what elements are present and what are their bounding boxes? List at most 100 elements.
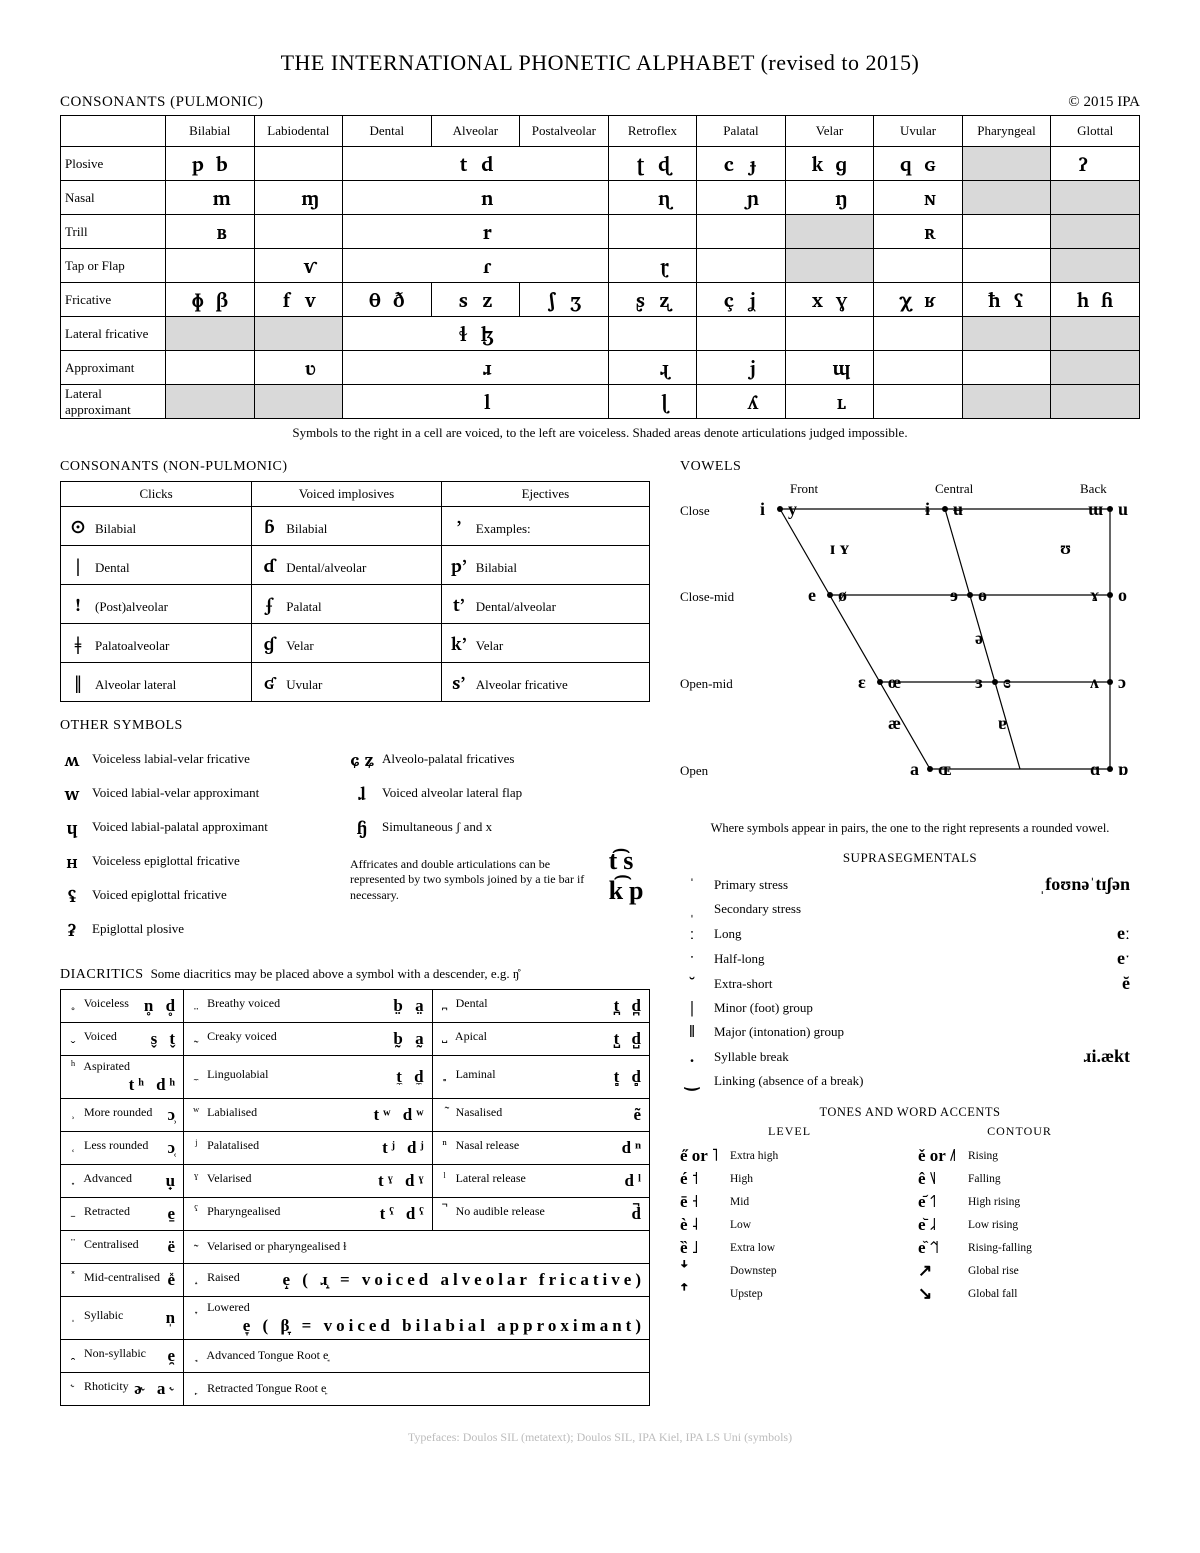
- other-heading: OTHER SYMBOLS: [60, 718, 650, 734]
- pulm-cell: [962, 317, 1051, 351]
- pulm-cell: [962, 181, 1051, 215]
- pulm-cell: [785, 317, 874, 351]
- pulm-row-label: Lateral approximant: [61, 385, 166, 419]
- diac-cell: ̝ Raised e̝ ( ɹ̝ = voiced alveolar frica…: [184, 1264, 650, 1297]
- pulm-cell: [874, 249, 963, 283]
- diac-cell: ̞ Lowered e̞ ( β̞ = voiced bilabial appr…: [184, 1297, 650, 1340]
- pulm-row-label: Tap or Flap: [61, 249, 166, 283]
- pulm-col: Postalveolar: [520, 116, 609, 147]
- diac-cell: ̟ Advanced u̟: [61, 1165, 184, 1198]
- diac-cell: ̃ Nasalised ẽ: [432, 1099, 649, 1132]
- svg-text:ɤ: ɤ: [1090, 585, 1099, 605]
- svg-text:ɔ: ɔ: [1118, 672, 1126, 692]
- diac-cell: ̹ More rounded ɔ̹: [61, 1099, 184, 1132]
- tone-row: ↘Global fall: [918, 1284, 1140, 1304]
- other-row: wVoiced labial-velar approximant: [60, 778, 340, 808]
- pulm-cell: ⱱ: [254, 249, 343, 283]
- pulm-cell: [254, 215, 343, 249]
- pulm-cell: hɦ: [1051, 283, 1140, 317]
- nonpulm-cell: ɗDental/alveolar: [252, 546, 442, 585]
- diac-cell: ˡ Lateral release dˡ: [432, 1165, 649, 1198]
- pulm-cell: m: [166, 181, 255, 215]
- supra-row: ːLongeː: [680, 923, 1140, 944]
- pulm-row-label: Fricative: [61, 283, 166, 317]
- other-row: ɧSimultaneous ʃ and x: [350, 812, 650, 842]
- pulm-cell: [1051, 181, 1140, 215]
- diac-cell: ̺ Apical t̺ d̺: [432, 1023, 649, 1056]
- diac-cell: ⁿ Nasal release dⁿ: [432, 1132, 649, 1165]
- pulm-col: Labiodental: [254, 116, 343, 147]
- footer: Typefaces: Doulos SIL (metatext); Doulos…: [60, 1430, 1140, 1445]
- pulm-row-label: Nasal: [61, 181, 166, 215]
- svg-text:ɪ ʏ: ɪ ʏ: [830, 538, 850, 558]
- tone-row: e᷈ ˦˥˦Rising-falling: [918, 1238, 1140, 1258]
- tone-row: e᷄ ˦˥High rising: [918, 1192, 1140, 1212]
- pulm-cell: ɸβ: [166, 283, 255, 317]
- svg-text:ə: ə: [975, 628, 983, 648]
- pulm-cell: sz: [431, 283, 520, 317]
- diac-cell: ̬ Voiced s̬ t̬: [61, 1023, 184, 1056]
- svg-text:y: y: [788, 499, 797, 519]
- pulm-cell: [697, 249, 786, 283]
- diacritics-note: Some diacritics may be placed above a sy…: [151, 966, 520, 981]
- diac-cell: ̥ Voiceless n̥ d̥: [61, 990, 184, 1023]
- vowels-heading: VOWELS: [680, 459, 1140, 475]
- svg-text:ʌ: ʌ: [1090, 672, 1099, 692]
- diacritics-heading: DIACRITICS: [60, 967, 144, 982]
- tone-row: e̋ or ˥Extra high: [680, 1146, 902, 1166]
- nonpulm-cell: ʼExamples:: [441, 507, 649, 546]
- diac-cell: ̩ Syllabic n̩: [61, 1297, 184, 1340]
- svg-text:ʊ: ʊ: [1060, 538, 1071, 558]
- nonpulm-cell: ɠVelar: [252, 624, 442, 663]
- pulm-cell: ɰ: [785, 351, 874, 385]
- diac-cell: ̪ Dental t̪ d̪: [432, 990, 649, 1023]
- pulm-cell: j: [697, 351, 786, 385]
- pulm-row-label: Approximant: [61, 351, 166, 385]
- pulmonic-table: BilabialLabiodentalDentalAlveolarPostalv…: [60, 115, 1140, 419]
- pulm-cell: [962, 385, 1051, 419]
- other-row: ʍVoiceless labial-velar fricative: [60, 744, 340, 774]
- pulm-col: Dental: [343, 116, 432, 147]
- svg-text:o: o: [1118, 585, 1127, 605]
- diac-cell: ̼ Linguolabial t̼ d̼: [184, 1056, 432, 1099]
- pulmonic-heading: CONSONANTS (PULMONIC): [60, 94, 263, 111]
- svg-text:e: e: [808, 585, 816, 605]
- pulm-cell: θð: [343, 283, 432, 317]
- diac-cell: ʷ Labialised tʷ dʷ: [184, 1099, 432, 1132]
- diac-cell: ̯ Non-syllabic e̯: [61, 1340, 184, 1373]
- pulm-cell: ɴ: [874, 181, 963, 215]
- diac-cell: ̈ Centralised ë: [61, 1231, 184, 1264]
- pulm-cell: [1051, 317, 1140, 351]
- pulm-cell: ɽ: [608, 249, 697, 283]
- tone-row: ê ˥˩Falling: [918, 1169, 1140, 1189]
- pulm-cell: [1051, 215, 1140, 249]
- nonpulm-cell: ɓBilabial: [252, 507, 442, 546]
- pulm-col: Pharyngeal: [962, 116, 1051, 147]
- vowel-chart: Front Central Back Close Close-mid Open-…: [680, 481, 1140, 811]
- pulm-cell: [254, 385, 343, 419]
- pulm-cell: [962, 147, 1051, 181]
- pulm-col: Velar: [785, 116, 874, 147]
- pulm-cell: ɾ: [343, 249, 609, 283]
- diac-cell: ̙ Retracted Tongue Root e̙: [184, 1373, 650, 1406]
- svg-text:ɜ: ɜ: [975, 672, 983, 692]
- pulm-cell: [1051, 351, 1140, 385]
- tones-heading: TONES AND WORD ACCENTS: [680, 1105, 1140, 1120]
- pulm-cell: [608, 317, 697, 351]
- pulm-cell: [874, 317, 963, 351]
- supra-row: ˑHalf-longeˑ: [680, 948, 1140, 969]
- svg-text:œ: œ: [888, 672, 901, 692]
- pulm-cell: ʔ: [1051, 147, 1140, 181]
- pulm-cell: ʟ: [785, 385, 874, 419]
- tone-row: ꜛUpstep: [680, 1284, 902, 1304]
- pulm-cell: [166, 385, 255, 419]
- supra-row: |Minor (foot) group: [680, 998, 1140, 1018]
- nonpulm-cell: pʼBilabial: [441, 546, 649, 585]
- other-row: ɺVoiced alveolar lateral flap: [350, 778, 650, 808]
- other-symbols: ʍVoiceless labial-velar fricative wVoiced…: [60, 740, 650, 948]
- svg-text:ɘ: ɘ: [950, 585, 958, 605]
- svg-text:a: a: [910, 759, 919, 779]
- pulm-col: Retroflex: [608, 116, 697, 147]
- nonpulm-cell: ʄPalatal: [252, 585, 442, 624]
- pulm-cell: çʝ: [697, 283, 786, 317]
